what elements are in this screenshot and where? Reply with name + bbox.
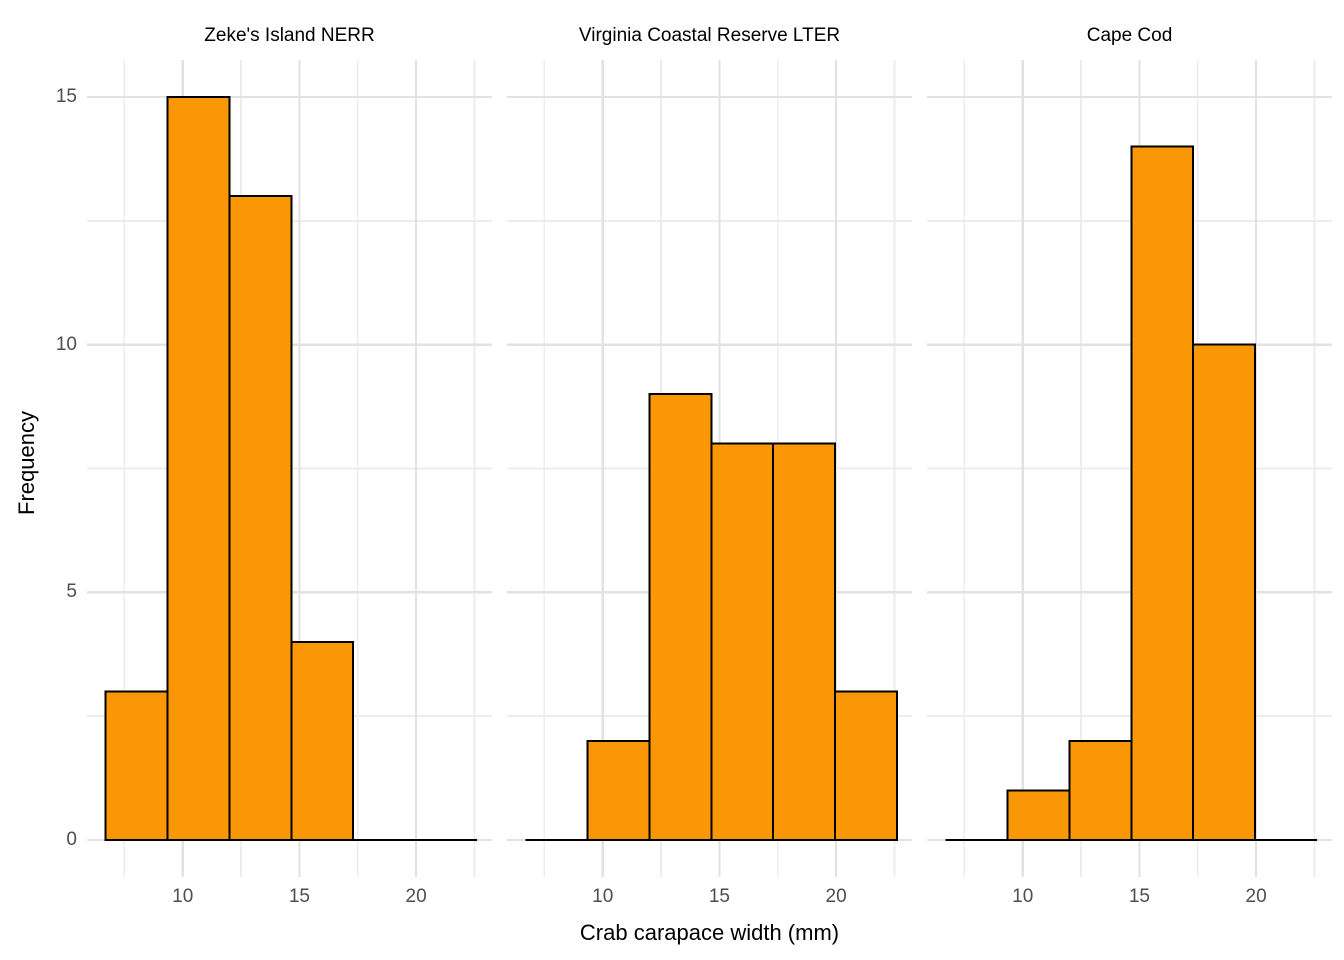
x-tick-label: 10 [592, 886, 614, 907]
histogram-bar [1006, 789, 1071, 841]
x-axis-title: Crab carapace width (mm) [579, 920, 840, 945]
y-tick-label: 0 [66, 828, 77, 850]
facet-title-zekes-island: Zeke's Island NERR [204, 25, 375, 46]
x-tick-label: 15 [1128, 886, 1150, 907]
facet-panel-svg [927, 60, 1332, 877]
x-tick-label: 10 [172, 886, 194, 907]
x-tick-label: 20 [1245, 886, 1267, 907]
x-tick-label: 15 [288, 886, 310, 907]
histogram-bar [104, 690, 169, 841]
facet-title-virginia-coastal: Virginia Coastal Reserve LTER [578, 25, 841, 46]
x-tick-label: 20 [825, 886, 847, 907]
y-tick-label: 5 [66, 581, 77, 603]
histogram-bar [166, 96, 231, 841]
histogram-bar [290, 640, 355, 841]
histogram-bar [228, 195, 293, 841]
y-axis-title: Frequency [14, 411, 39, 515]
y-tick-label: 15 [55, 86, 77, 108]
facet-panel-svg [507, 60, 912, 877]
facet-title-cape-cod: Cape Cod [1086, 25, 1173, 46]
histogram-bar [1068, 739, 1133, 841]
histogram-bar [772, 442, 836, 841]
x-tick-label: 10 [1012, 886, 1034, 907]
facet-panel-svg [87, 60, 492, 877]
histogram-bar [586, 739, 651, 841]
histogram-bar [1130, 145, 1195, 841]
histogram-bar [833, 690, 898, 841]
histogram-bar [1192, 343, 1256, 841]
histogram-bar [710, 442, 775, 841]
x-tick-label: 20 [405, 886, 427, 907]
histogram-bar [648, 393, 713, 841]
x-tick-label: 15 [708, 886, 730, 907]
y-tick-label: 10 [55, 333, 77, 355]
